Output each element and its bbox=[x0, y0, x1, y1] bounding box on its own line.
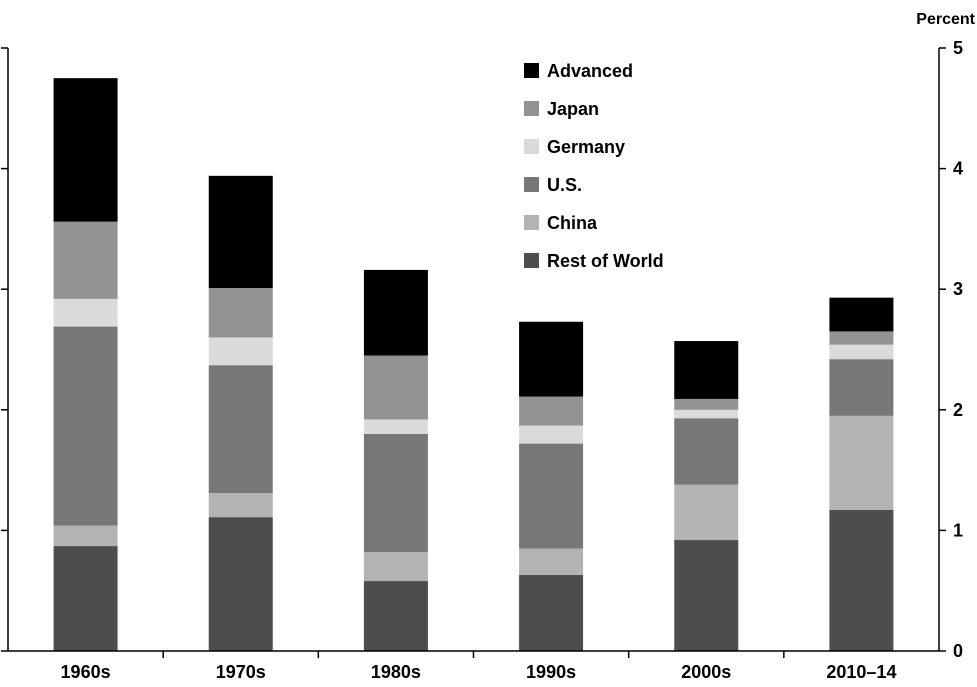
x-labels-group: 1960s 1970s 1980s 1990s 2000s 2010–14 bbox=[61, 651, 896, 682]
bar-segment-japan-2000s bbox=[674, 398, 739, 410]
y-tick-label: 4 bbox=[953, 159, 963, 179]
legend: Advanced Japan Germany U.S. China Rest of Wor… bbox=[524, 61, 664, 271]
bar-segment-rest-of-world-1980s bbox=[363, 581, 428, 651]
x-tick-label: 1990s bbox=[526, 662, 576, 682]
bar-segment-u-s-2000s bbox=[674, 418, 739, 485]
bar-segment-u-s-1990s bbox=[519, 443, 584, 549]
bar-segment-u-s-2010-14 bbox=[829, 359, 894, 416]
bar-segment-china-2010-14 bbox=[829, 415, 894, 510]
legend-label-rest-of-world: Rest of World bbox=[547, 251, 664, 271]
y-axis-unit-label: Percent bbox=[916, 11, 975, 28]
bar-segment-rest-of-world-2000s bbox=[674, 540, 739, 651]
bar-segment-china-1970s bbox=[208, 493, 273, 518]
bar-segment-advanced-1990s bbox=[519, 321, 584, 397]
bar-segment-japan-2010-14 bbox=[829, 331, 894, 345]
x-tick-label: 2010–14 bbox=[826, 662, 896, 682]
bar-segment-advanced-1970s bbox=[208, 175, 273, 288]
legend-swatch-germany bbox=[524, 139, 539, 154]
bar-segment-japan-1960s bbox=[53, 221, 118, 299]
bar-segment-rest-of-world-1990s bbox=[519, 575, 584, 651]
legend-swatch-rest-of-world bbox=[524, 253, 539, 268]
bars-group bbox=[53, 78, 894, 651]
bar-segment-germany-1960s bbox=[53, 298, 118, 327]
bar-segment-japan-1980s bbox=[363, 355, 428, 420]
bar-segment-advanced-1980s bbox=[363, 269, 428, 356]
bar-segment-germany-2010-14 bbox=[829, 344, 894, 360]
bar-segment-china-1980s bbox=[363, 552, 428, 582]
y-tick-label: 0 bbox=[953, 641, 963, 661]
y-tick-label: 1 bbox=[953, 520, 963, 540]
legend-label-advanced: Advanced bbox=[547, 61, 633, 81]
bar-segment-germany-1970s bbox=[208, 337, 273, 366]
bar-segment-germany-1980s bbox=[363, 419, 428, 434]
x-tick-label: 1970s bbox=[216, 662, 266, 682]
bar-segment-japan-1990s bbox=[519, 396, 584, 426]
bar-segment-china-1990s bbox=[519, 548, 584, 576]
bar-segment-u-s-1960s bbox=[53, 326, 118, 526]
legend-label-u-s: U.S. bbox=[547, 175, 582, 195]
legend-label-china: China bbox=[547, 213, 598, 233]
bar-segment-japan-1970s bbox=[208, 287, 273, 338]
axes-group bbox=[7, 48, 940, 652]
bar-segment-rest-of-world-1960s bbox=[53, 546, 118, 651]
bar-segment-germany-2000s bbox=[674, 409, 739, 419]
bar-segment-advanced-2010-14 bbox=[829, 297, 894, 332]
y-tick-label: 3 bbox=[953, 279, 963, 299]
y-ticks-group: 0 1 2 3 4 5 bbox=[1, 38, 963, 661]
bar-segment-germany-1990s bbox=[519, 425, 584, 444]
y-tick-label: 2 bbox=[953, 400, 963, 420]
bar-segment-rest-of-world-1970s bbox=[208, 517, 273, 651]
legend-swatch-advanced bbox=[524, 63, 539, 78]
x-tick-label: 2000s bbox=[681, 662, 731, 682]
bar-segment-advanced-1960s bbox=[53, 78, 118, 222]
legend-label-japan: Japan bbox=[547, 99, 599, 119]
legend-swatch-china bbox=[524, 215, 539, 230]
bar-segment-rest-of-world-2010-14 bbox=[829, 509, 894, 651]
x-tick-label: 1980s bbox=[371, 662, 421, 682]
bar-segment-advanced-2000s bbox=[674, 341, 739, 399]
bar-segment-china-1960s bbox=[53, 525, 118, 547]
bar-segment-u-s-1970s bbox=[208, 365, 273, 494]
bar-segment-china-2000s bbox=[674, 484, 739, 541]
bar-segment-u-s-1980s bbox=[363, 433, 428, 553]
legend-swatch-u-s bbox=[524, 177, 539, 192]
legend-label-germany: Germany bbox=[547, 137, 625, 157]
legend-swatch-japan bbox=[524, 101, 539, 116]
x-tick-label: 1960s bbox=[61, 662, 111, 682]
y-tick-label: 5 bbox=[953, 38, 963, 58]
